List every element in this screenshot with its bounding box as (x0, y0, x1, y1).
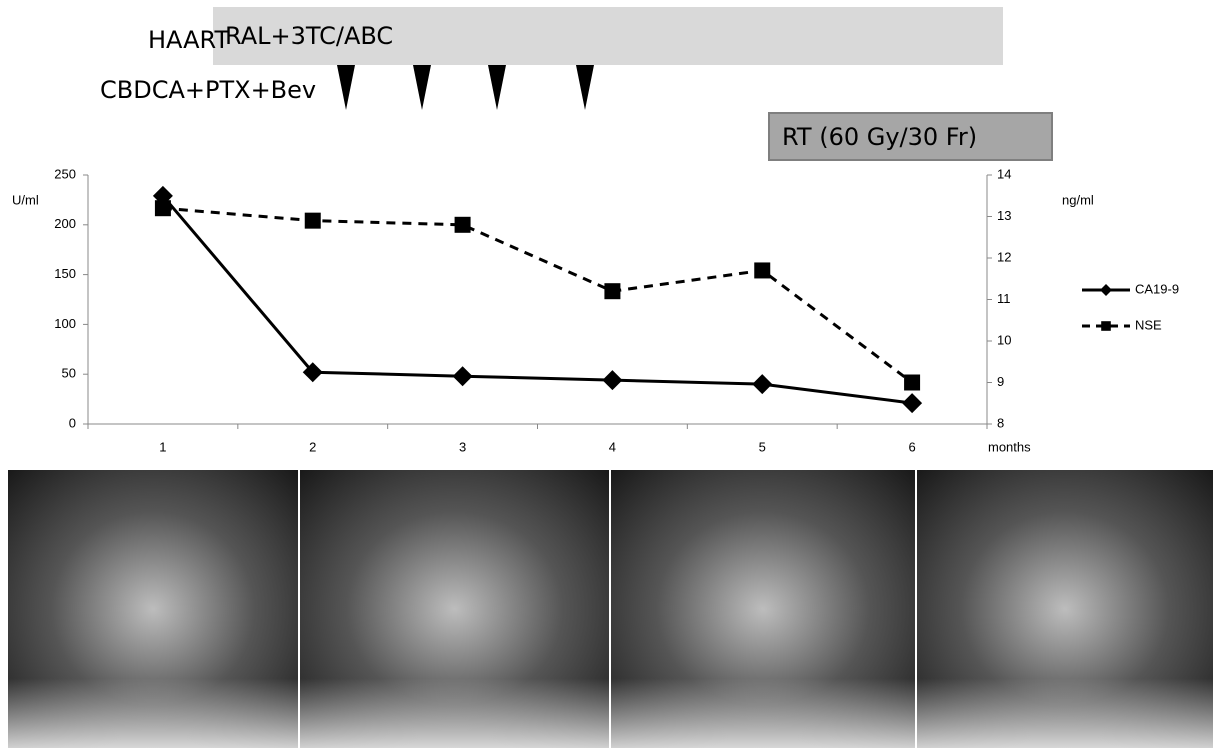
y-tick-label: 0 (69, 415, 76, 430)
y2-tick-label: 10 (997, 332, 1011, 347)
data-point (602, 370, 622, 390)
y2-tick-label: 12 (997, 249, 1011, 264)
x-tick-label: 2 (309, 439, 316, 454)
data-point (904, 375, 920, 391)
haart-label: HAART (148, 26, 229, 54)
legend-label: NSE (1135, 317, 1162, 332)
data-point (305, 213, 321, 229)
y2-tick-label: 11 (997, 291, 1011, 306)
data-point (754, 262, 770, 278)
chemo-label: CBDCA+PTX+Bev (100, 76, 316, 104)
haart-regimen: RAL+3TC/ABC (225, 22, 393, 50)
figure: HAART RAL+3TC/ABC CBDCA+PTX+Bev RT (60 G… (0, 0, 1213, 748)
y-tick-label: 250 (54, 166, 76, 181)
y2-tick-label: 8 (997, 415, 1004, 430)
chemo-cycles (337, 65, 594, 110)
y2-axis-label: ng/ml (1062, 192, 1094, 207)
y-tick-label: 150 (54, 266, 76, 281)
y2-tick-label: 9 (997, 374, 1004, 389)
xray-overlay (611, 470, 915, 748)
x-tick-label: 5 (759, 439, 766, 454)
data-point (902, 393, 922, 413)
data-point (1100, 284, 1112, 296)
data-point (455, 217, 471, 233)
data-point (155, 200, 171, 216)
y-tick-label: 50 (62, 366, 76, 381)
xray-overlay (300, 470, 609, 748)
x-axis-label: months (988, 439, 1031, 454)
y2-tick-label: 13 (997, 208, 1011, 223)
y-axis-label: U/ml (12, 192, 39, 207)
data-point (752, 374, 772, 394)
series-line (163, 208, 912, 382)
legend-label: CA19-9 (1135, 281, 1179, 296)
data-point (604, 283, 620, 299)
x-tick-label: 1 (159, 439, 166, 454)
y-tick-label: 100 (54, 316, 76, 331)
chart: HAART RAL+3TC/ABC CBDCA+PTX+Bev RT (60 G… (0, 0, 1213, 748)
x-tick-label: 3 (459, 439, 466, 454)
cycle-arrow (337, 65, 355, 110)
x-tick-label: 6 (908, 439, 915, 454)
cycle-arrow (576, 65, 594, 110)
x-tick-label: 4 (609, 439, 616, 454)
xray-overlay (8, 470, 298, 748)
data-point (1101, 321, 1111, 331)
data-point (453, 366, 473, 386)
cycle-arrow (413, 65, 431, 110)
y2-tick-label: 14 (997, 166, 1011, 181)
xray-images (8, 470, 1213, 748)
y-tick-label: 200 (54, 216, 76, 231)
xray-overlay (917, 470, 1213, 748)
cycle-arrow (488, 65, 506, 110)
rt-label: RT (60 Gy/30 Fr) (782, 123, 977, 151)
